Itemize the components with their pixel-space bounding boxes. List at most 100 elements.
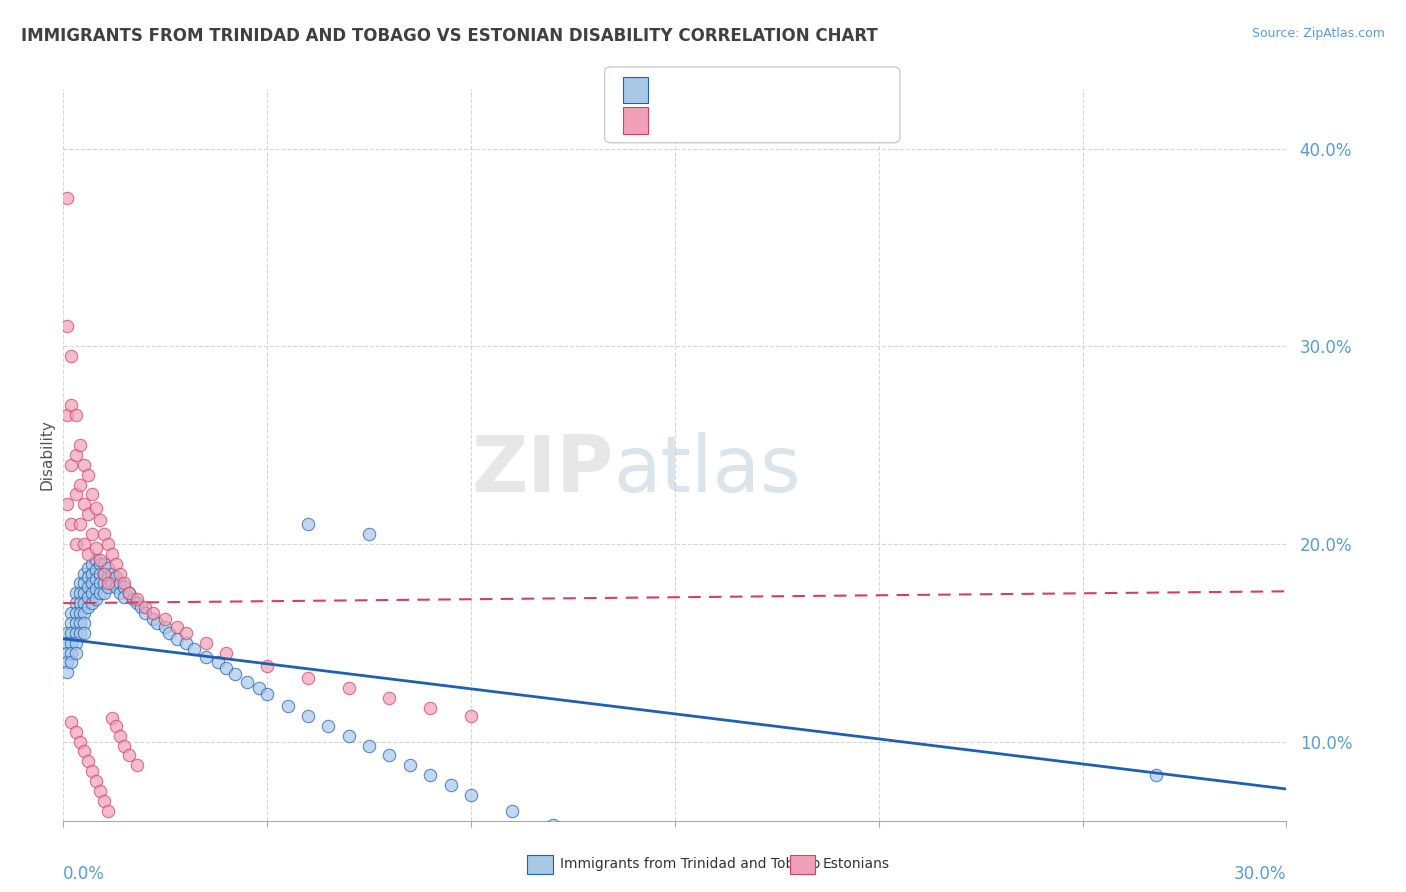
Point [69,606,91,620]
Point [60,615,83,630]
Point [623,839,645,854]
Point [60,349,83,363]
Point [73,576,96,591]
Point [89,557,111,571]
Point [174,636,197,650]
Point [93,557,115,571]
Point [93,576,115,591]
Text: 30.0%: 30.0% [1234,864,1286,882]
Text: Estonians: Estonians [823,857,890,871]
Point [69,586,91,600]
Point [110,729,132,743]
Y-axis label: Disability: Disability [39,419,55,491]
Point [84,592,107,607]
Point [110,576,132,591]
Point [80,576,103,591]
Point [89,566,111,581]
Point [194,649,217,664]
Point [297,517,319,532]
Point [84,774,107,789]
Point [114,739,135,753]
Point [215,646,238,660]
Point [129,600,152,615]
Point [89,586,111,600]
Point [378,691,401,706]
Point [84,552,107,566]
Point [142,606,165,620]
Point [76,467,98,482]
Point [65,586,87,600]
Point [93,527,115,541]
Point [664,849,686,863]
Point [56,497,79,511]
Point [80,527,103,541]
Point [114,580,135,594]
Point [73,596,96,610]
Point [97,560,120,574]
Point [224,667,246,681]
Point [97,570,120,584]
Point [89,513,111,527]
Point [134,600,156,615]
Point [65,606,87,620]
Text: Source: ZipAtlas.com: Source: ZipAtlas.com [1251,27,1385,40]
Point [80,764,103,779]
Point [60,606,83,620]
Point [73,606,96,620]
Point [84,582,107,597]
Point [65,625,87,640]
Point [704,859,727,873]
Point [827,883,849,892]
Text: ZIP: ZIP [471,432,614,508]
Point [110,566,132,581]
Point [84,501,107,516]
Point [868,888,890,892]
Point [745,867,768,881]
Text: R =: R = [657,113,690,128]
Point [125,592,148,607]
Point [65,615,87,630]
Point [89,784,111,798]
Point [84,563,107,577]
Point [419,701,441,715]
Point [65,537,87,551]
Point [89,552,111,566]
Point [194,636,217,650]
Point [276,698,298,713]
Point [84,573,107,587]
Point [439,778,461,792]
Point [207,656,229,670]
Point [76,547,98,561]
Point [73,744,96,758]
Point [93,794,115,808]
Point [318,719,340,733]
Point [97,537,120,551]
Point [399,758,422,772]
Point [65,409,87,423]
Point [60,458,83,472]
Point [166,620,188,634]
Point [76,591,98,605]
Point [69,438,91,452]
Point [166,632,188,646]
Point [84,541,107,555]
Point [93,566,115,581]
Text: N =: N = [742,113,776,128]
Point [134,606,156,620]
Point [65,724,87,739]
Point [65,636,87,650]
Text: 0.0%: 0.0% [63,864,105,882]
Point [69,477,91,491]
Point [80,596,103,610]
Point [73,566,96,581]
Point [153,620,177,634]
Point [56,625,79,640]
Point [146,615,169,630]
Point [69,625,91,640]
Text: IMMIGRANTS FROM TRINIDAD AND TOBAGO VS ESTONIAN DISABILITY CORRELATION CHART: IMMIGRANTS FROM TRINIDAD AND TOBAGO VS E… [21,27,877,45]
Point [174,625,197,640]
Point [101,566,124,581]
Point [69,517,91,532]
Point [337,681,360,696]
Point [1144,768,1167,782]
